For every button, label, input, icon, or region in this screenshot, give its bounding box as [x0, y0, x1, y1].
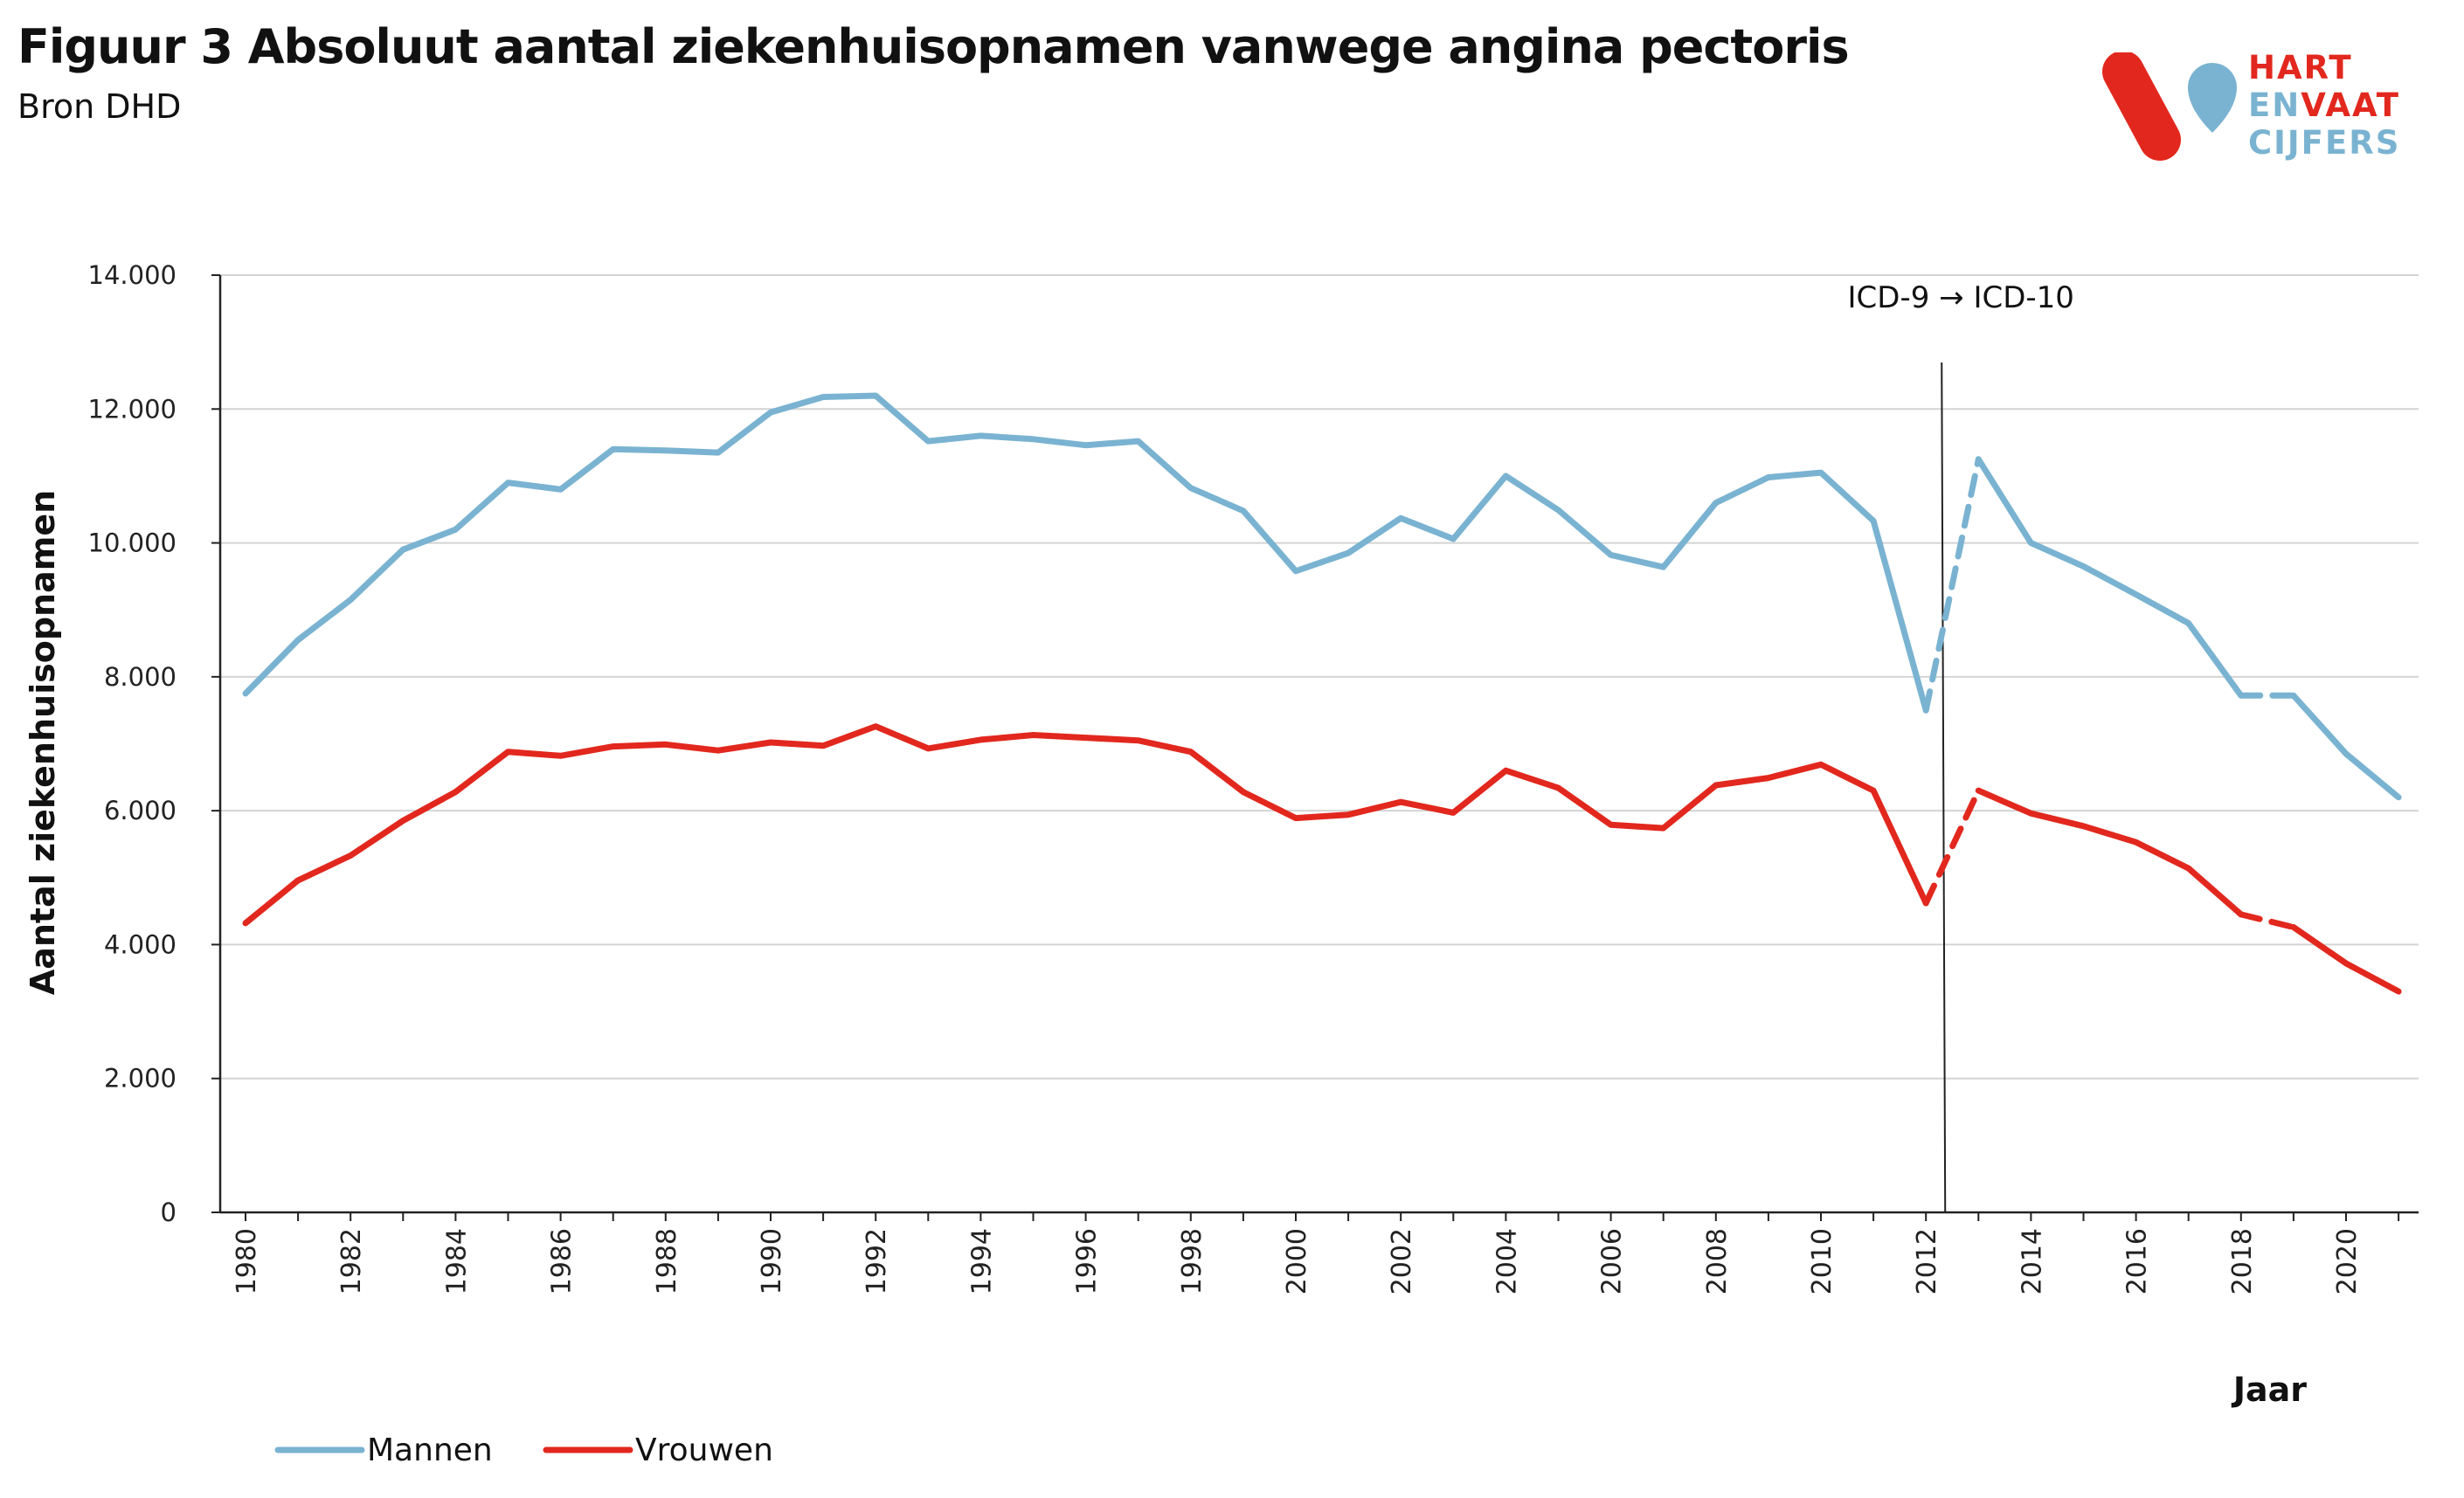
axes: [218, 275, 2419, 1214]
y-axis-title: Aantal ziekenhuisopnamen: [24, 490, 62, 995]
logo-word-2-1: EN: [2248, 86, 2301, 124]
y-tick-label-14000: 14.000: [88, 260, 176, 290]
x-tick-label-1980: 1980: [232, 1228, 262, 1294]
logo-word-1-1: HART: [2248, 49, 2353, 86]
page-title: Figuur 3 Absoluut aantal ziekenhuisopnam…: [17, 19, 1850, 74]
legend: Mannen Vrouwen: [274, 1432, 773, 1468]
icd-change-line: [1941, 362, 1947, 1213]
x-tick-label-2002: 2002: [1387, 1228, 1417, 1294]
x-axis-title: Jaar: [2231, 1370, 2307, 1409]
source-subtitle: Bron DHD: [17, 87, 182, 126]
x-tick-label-1982: 1982: [336, 1228, 367, 1294]
x-tick-label-2018: 2018: [2227, 1228, 2258, 1294]
x-tick-label-2004: 2004: [1492, 1228, 1522, 1294]
y-tick-label-4000: 4.000: [104, 929, 176, 959]
x-tick-label-1990: 1990: [757, 1228, 787, 1294]
logo-line-1: HART: [2248, 49, 2400, 86]
series-dashed-mannen: [1922, 456, 2297, 714]
y-tick-label-10000: 10.000: [88, 528, 176, 558]
x-tick-label-2010: 2010: [1807, 1228, 1838, 1294]
x-tick-label-2016: 2016: [2122, 1228, 2153, 1294]
series-line-mannen: [242, 392, 2402, 801]
x-tick-label-1984: 1984: [441, 1228, 472, 1294]
logo-line-3: CIJFERS: [2248, 124, 2400, 162]
x-tick-label-2000: 2000: [1282, 1228, 1312, 1294]
y-tick-label-6000: 6.000: [104, 796, 176, 825]
y-tick-label-2000: 2.000: [104, 1064, 176, 1094]
y-ticks: 0 2.000 4.000 6.000 8.000 10.000 12.000 14.000: [88, 260, 220, 1227]
x-tick-label-2020: 2020: [2332, 1228, 2363, 1294]
x-tick-label-1996: 1996: [1072, 1228, 1103, 1294]
series-dashed-vrouwen: [1922, 787, 2297, 930]
grid-lines: [220, 274, 2419, 1080]
x-tick-label-1988: 1988: [652, 1228, 682, 1294]
y-tick-label-0: 0: [161, 1198, 176, 1227]
legend-label-mannen: Mannen: [367, 1432, 493, 1468]
x-tick-label-1986: 1986: [547, 1228, 578, 1294]
x-tick-label-1998: 1998: [1177, 1228, 1208, 1294]
x-ticks: 1980 1982 1984 1986 1988 1990 1992 1994 1996 1998…: [232, 1212, 2400, 1294]
y-tick-label-8000: 8.000: [104, 662, 176, 692]
logo-icon: [2102, 52, 2237, 161]
annotation-group: ICD-9 → ICD-10: [1848, 280, 2074, 1213]
x-tick-label-2006: 2006: [1597, 1228, 1628, 1294]
logo-wordmark: HART ENVAAT CIJFERS: [2248, 49, 2400, 162]
x-tick-label-2012: 2012: [1912, 1228, 1942, 1294]
x-tick-label-2014: 2014: [2017, 1228, 2047, 1294]
series-lines: [242, 392, 2402, 995]
x-tick-label-1992: 1992: [862, 1228, 892, 1294]
x-tick-label-2008: 2008: [1702, 1228, 1733, 1294]
logo-word-2-2: VAAT: [2301, 86, 2401, 124]
x-tick-label-1994: 1994: [966, 1228, 997, 1294]
series-line-vrouwen: [242, 723, 2402, 995]
logo-word-3-1: CIJFERS: [2248, 124, 2401, 162]
legend-label-vrouwen: Vrouwen: [635, 1432, 773, 1468]
logo-line-2: ENVAAT: [2248, 86, 2400, 124]
icd-change-label: ICD-9 → ICD-10: [1848, 280, 2074, 315]
y-tick-label-12000: 12.000: [88, 394, 176, 424]
